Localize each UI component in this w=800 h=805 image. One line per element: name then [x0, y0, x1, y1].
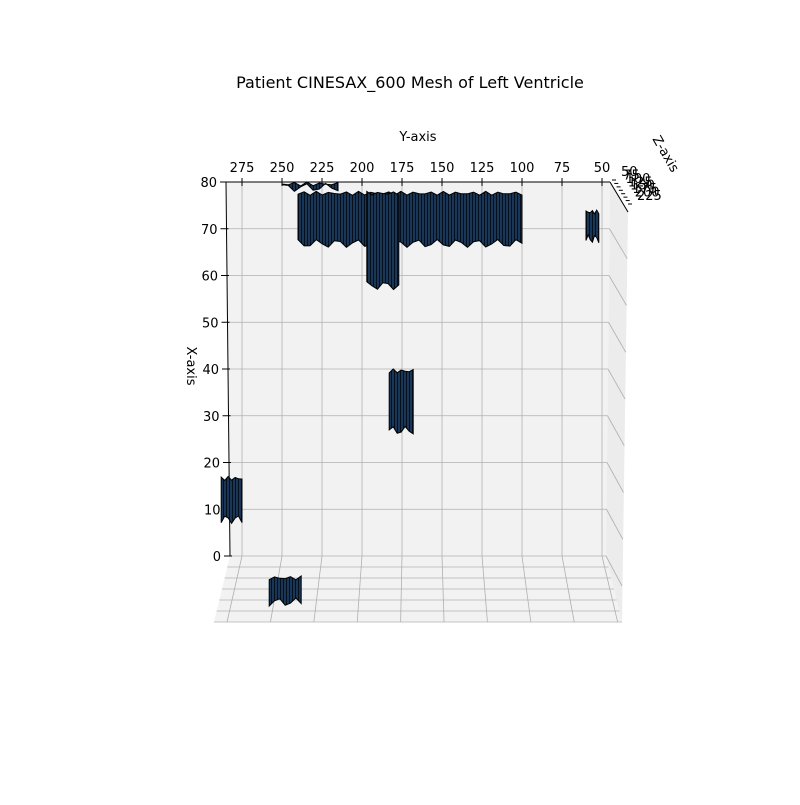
mesh-region-bottom-blob: [268, 575, 302, 608]
mesh-region-top-left-cap: [281, 181, 339, 192]
x-tick-label: 40: [202, 363, 219, 378]
x-side-gridline: [608, 275, 627, 306]
x-side-gridline: [607, 415, 625, 446]
x-tick-label: 20: [203, 457, 220, 472]
z-tick-label: 125: [628, 175, 653, 190]
y-tick-label: 225: [310, 161, 335, 176]
z-tick-label: 75: [623, 168, 640, 183]
mesh-region-upper-stem: [366, 190, 400, 291]
y-tick-label: 175: [390, 161, 415, 176]
x-tick-label: 80: [200, 176, 217, 191]
y-tick-label: 200: [350, 161, 375, 176]
x-side-gridline: [609, 228, 628, 259]
x-side-gridline: [605, 555, 623, 587]
y-tick-label: 50: [594, 161, 611, 176]
x-tick-label: 10: [204, 503, 221, 518]
chart-title: Patient CINESAX_600 Mesh of Left Ventric…: [236, 73, 584, 93]
mesh-region-center-blob: [388, 368, 414, 435]
z-tick-label: 200: [635, 186, 660, 201]
z-tick-label: 175: [632, 182, 657, 197]
y-axis-label: Y-axis: [398, 130, 436, 145]
z-tick-label: 100: [626, 172, 651, 187]
x-side-gridline: [606, 462, 624, 493]
side-pane: [606, 182, 628, 622]
z-tick-label: 225: [637, 189, 662, 204]
z-tick-label: 50: [621, 165, 638, 180]
x-side-gridline: [606, 509, 624, 540]
mesh-region-upper-band: [297, 190, 523, 249]
x-tick-label: 0: [213, 550, 221, 565]
mesh-region-right-edge-blob: [585, 209, 600, 244]
x-side-gridline: [607, 368, 626, 400]
x-axis-label: X-axis: [183, 347, 198, 386]
y-tick-label: 150: [430, 161, 455, 176]
z-axis-line: [609, 181, 629, 213]
x-tick-label: 30: [203, 410, 220, 425]
mesh-region-left-edge-blob: [220, 475, 243, 525]
y-tick-label: 75: [554, 161, 571, 176]
y-tick-label: 275: [230, 161, 255, 176]
x-tick-label: 60: [201, 270, 218, 285]
y-tick-label: 100: [510, 161, 535, 176]
x-tick-label: 70: [201, 223, 218, 238]
x-side-gridline: [608, 322, 627, 353]
y-tick-label: 125: [470, 161, 495, 176]
y-tick-label: 250: [270, 161, 295, 176]
z-tick-label: 150: [630, 179, 655, 194]
z-axis-label: Z-axis: [649, 133, 682, 175]
x-tick-label: 50: [202, 316, 219, 331]
